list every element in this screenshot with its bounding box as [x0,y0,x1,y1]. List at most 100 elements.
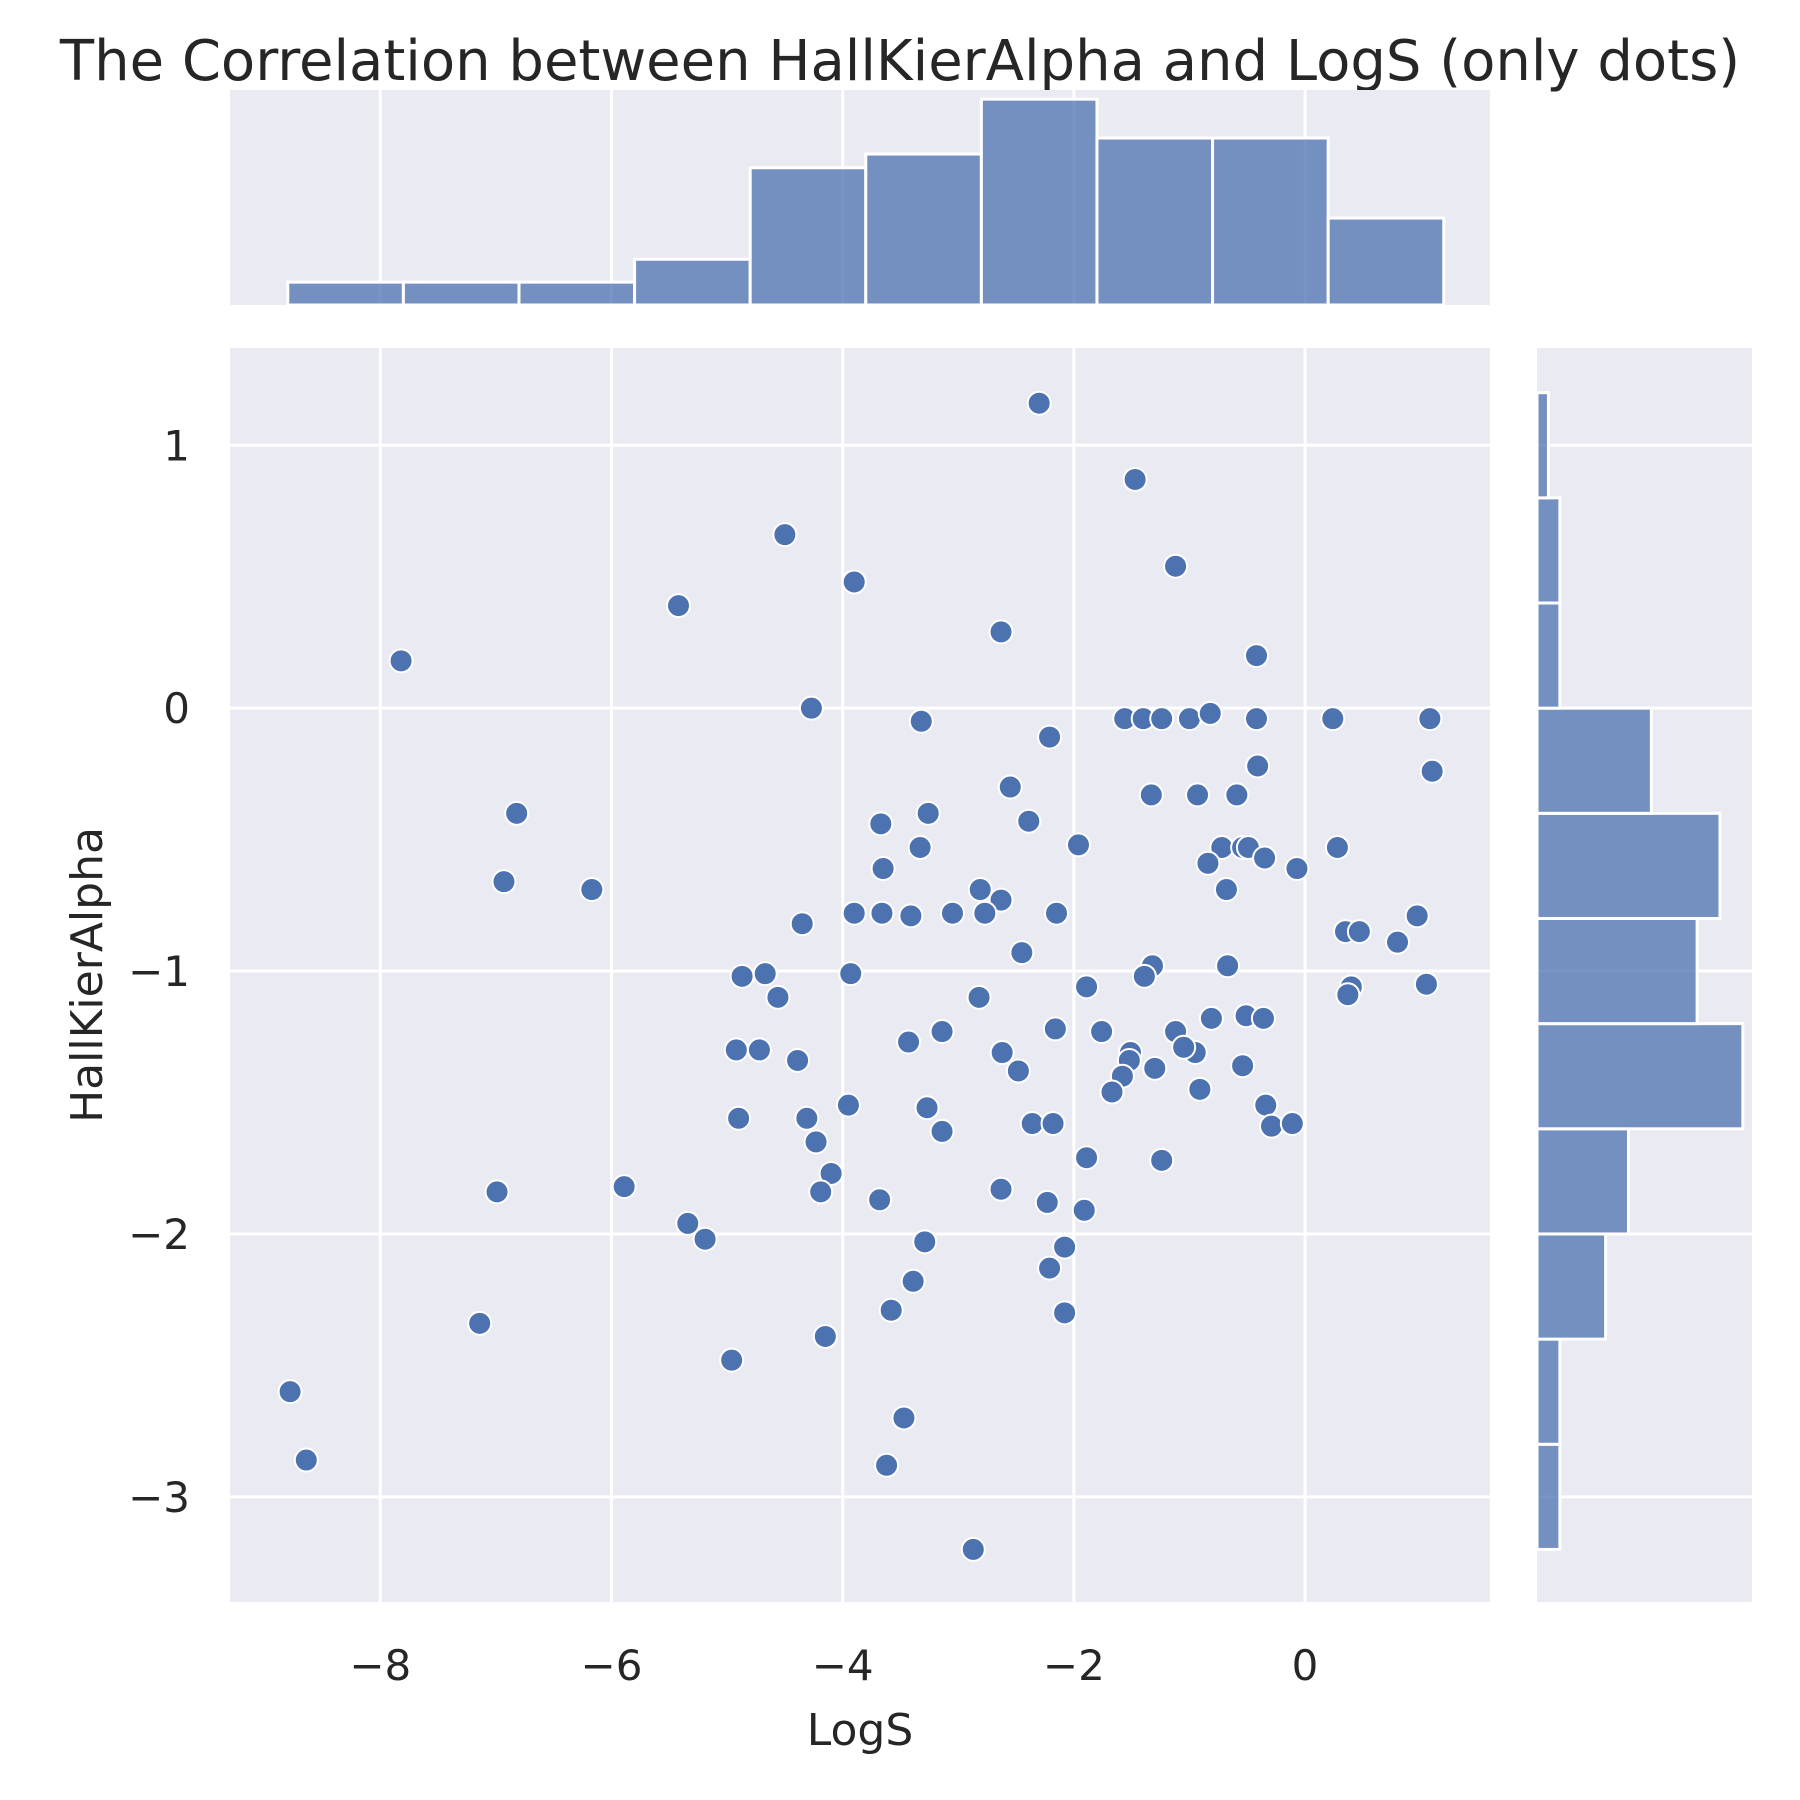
right-histogram-bar [1535,1337,1562,1446]
scatter-point [988,619,1014,645]
chart-title: The Correlation between HallKierAlpha an… [59,29,1740,94]
scatter-point [666,593,692,619]
top-histogram-bars [286,97,1446,307]
scatter-point [611,1174,637,1200]
scatter-point [798,695,824,721]
scatter-point [1074,1145,1100,1171]
scatter-point [1026,390,1052,416]
scatter-point [726,1105,752,1131]
scatter-point [1279,1111,1305,1137]
scatter-point [388,648,414,674]
scatter-point [1122,466,1148,492]
scatter-point [484,1179,510,1205]
top-histogram-bar [1095,136,1215,307]
top-histogram-bar [401,280,521,307]
right-histogram-bar [1535,1232,1608,1341]
scatter-point [967,877,993,903]
scatter-point [1071,1197,1097,1223]
y-tick-label: 0 [163,684,190,733]
scatter-point [835,1092,861,1118]
scatter-point [878,1297,904,1323]
scatter-point [1019,1111,1045,1137]
scatter-point [1230,1053,1256,1079]
right-histogram-bar [1535,916,1699,1026]
scatter-point [719,1347,745,1373]
top-histogram-bar [748,166,868,307]
scatter-point [838,961,864,987]
scatter-point [1195,850,1221,876]
top-histogram-bar [979,97,1099,307]
scatter-point [729,963,755,989]
scatter-point [869,900,895,926]
scatter-point [896,1029,922,1055]
scatter-point [1385,929,1411,955]
scatter-point [914,1095,940,1121]
top-histogram-bar [286,280,405,307]
scatter-point [907,834,933,860]
scatter-point [1037,724,1063,750]
scatter-point [960,1536,986,1562]
scatter-point [1040,1111,1066,1137]
x-tick-label: 0 [1292,1641,1319,1690]
right-histogram-bar [1535,601,1562,710]
scatter-point [1335,982,1361,1008]
top-histogram-bar [864,152,983,307]
scatter-point [1065,832,1091,858]
scatter-point [867,1187,893,1213]
top-histogram-bar [633,257,752,307]
x-tick-label: −4 [812,1641,874,1690]
scatter-point [900,1268,926,1294]
scatter-point [1253,1092,1279,1118]
scatter-point [1187,1076,1213,1102]
scatter-point [874,1452,900,1478]
scatter-point [997,774,1023,800]
scatter-point [803,1129,829,1155]
scatter-point [752,961,778,987]
scatter-point [277,1379,303,1405]
scatter-point [692,1226,718,1252]
scatter-point [772,522,798,548]
scatter-point [746,1037,772,1063]
right-histogram-bar [1535,391,1550,500]
scatter-point [808,1179,834,1205]
scatter-point [898,903,924,929]
scatter-point [841,569,867,595]
right-histogram-bar [1535,1022,1745,1131]
scatter-point [1163,553,1189,579]
scatter-point [1176,706,1202,732]
scatter-point [1037,1255,1063,1281]
scatter-point [1005,1058,1031,1084]
scatter-point [1142,1055,1168,1081]
scatter-point [504,800,530,826]
scatter-point [1419,758,1445,784]
scatter-point [467,1310,493,1336]
scatter-point [1099,1079,1125,1105]
scatter-point [1074,974,1100,1000]
scatter-point [765,984,791,1010]
scatter-point [1009,940,1035,966]
right-histogram-bar [1535,811,1722,920]
scatter-point [1284,856,1310,882]
scatter-point [912,1229,938,1255]
scatter-point [939,900,965,926]
scatter-point [1245,753,1271,779]
scatter-point [491,869,517,895]
scatter-point [1213,877,1239,903]
scatter-point [966,984,992,1010]
scatter-point [929,1118,955,1144]
scatter-point [1320,706,1346,732]
y-tick-label: 1 [163,421,190,470]
scatter-point [785,1047,811,1073]
x-tick-label: −8 [349,1641,411,1690]
scatter-point [929,1019,955,1045]
scatter-point [789,911,815,937]
scatter-point [1016,808,1042,834]
scatter-point [1131,963,1157,989]
x-tick-label: −2 [1043,1641,1105,1690]
right-histogram-bar [1535,1127,1630,1236]
scatter-point [1417,706,1443,732]
right-histogram-bars [1535,391,1745,1551]
scatter-point [1413,971,1439,997]
scatter-point [1252,845,1278,871]
